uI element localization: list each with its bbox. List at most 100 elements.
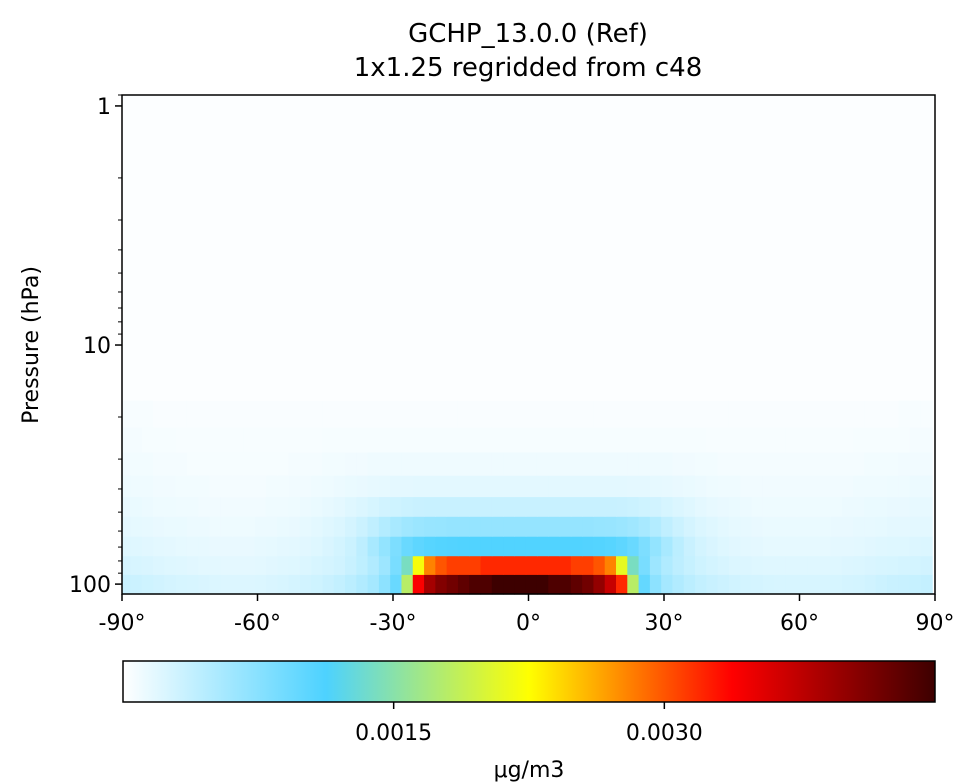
heatmap-cell — [887, 496, 899, 517]
heatmap-cell — [446, 516, 459, 537]
heatmap-cell — [536, 95, 549, 401]
heatmap-cell — [514, 95, 527, 401]
heatmap-cell — [582, 451, 595, 476]
heatmap-cell — [412, 400, 425, 428]
heatmap-cell — [785, 574, 798, 595]
heatmap-cell — [717, 574, 730, 595]
heatmap-cell — [277, 95, 290, 401]
heatmap-cell — [728, 536, 741, 557]
heatmap-cell — [198, 400, 211, 428]
heatmap-cell — [525, 536, 538, 557]
heatmap-cell — [853, 516, 866, 537]
heatmap-cell — [288, 475, 301, 498]
heatmap-cell — [853, 451, 866, 476]
heatmap-cell — [683, 426, 696, 453]
heatmap-cell — [378, 95, 391, 401]
heatmap-cell — [887, 574, 899, 595]
heatmap-cell — [367, 426, 380, 453]
heatmap-cell — [920, 516, 933, 537]
heatmap-cell — [920, 451, 933, 476]
heatmap-cell — [345, 426, 357, 453]
heatmap-cell — [209, 400, 222, 428]
heatmap-cell — [898, 496, 911, 517]
heatmap-cell — [367, 451, 380, 476]
heatmap-cell — [401, 426, 414, 453]
heatmap-cell — [243, 400, 256, 428]
heatmap-cell — [122, 555, 132, 575]
heatmap-cell — [209, 475, 222, 498]
heatmap-cell — [198, 451, 211, 476]
heatmap-cell — [480, 574, 493, 595]
chart-title: GCHP_13.0.0 (Ref) — [408, 19, 648, 49]
heatmap-cell — [898, 555, 911, 575]
heatmap-cell — [593, 516, 606, 537]
heatmap-cell — [220, 555, 233, 575]
heatmap-cell — [232, 451, 244, 476]
heatmap-cell — [638, 451, 651, 476]
heatmap-cell — [807, 95, 820, 401]
heatmap-cell — [424, 400, 436, 428]
heatmap-cell — [491, 400, 504, 428]
heatmap-cell — [909, 555, 922, 575]
heatmap-cell — [887, 516, 899, 537]
heatmap-cell — [638, 400, 651, 428]
heatmap-cell — [333, 400, 346, 428]
heatmap-cell — [130, 536, 143, 557]
heatmap-cell — [435, 516, 448, 537]
heatmap-cell — [649, 95, 662, 401]
heatmap-cell — [570, 536, 583, 557]
heatmap-cell — [604, 555, 617, 575]
heatmap-cell — [807, 536, 820, 557]
heatmap-cell — [243, 536, 256, 557]
heatmap-cell — [198, 496, 211, 517]
colorbar-ticks: 0.0015 0.0030 — [355, 702, 703, 746]
heatmap-cell — [616, 95, 628, 401]
heatmap-cell — [122, 496, 132, 517]
heatmap-cell — [186, 536, 199, 557]
heatmap-cell — [164, 516, 177, 537]
heatmap-cell — [559, 400, 572, 428]
heatmap-cell — [424, 475, 436, 498]
heatmap-cell — [841, 95, 854, 401]
heatmap-cell — [638, 555, 651, 575]
heatmap-cell — [367, 516, 380, 537]
heatmap-cell — [638, 496, 651, 517]
heatmap-cell — [762, 426, 775, 453]
heatmap-cell — [841, 400, 854, 428]
heatmap-cell — [593, 496, 606, 517]
heatmap-cell — [672, 95, 685, 401]
heatmap-cell — [728, 451, 741, 476]
heatmap-cell — [875, 536, 888, 557]
heatmap-cell — [254, 426, 267, 453]
heatmap-cell — [265, 451, 278, 476]
heatmap-cell — [627, 400, 640, 428]
heatmap-cell — [164, 95, 177, 401]
heatmap-cell — [627, 451, 640, 476]
heatmap-cell — [198, 555, 211, 575]
heatmap-cell — [728, 95, 741, 401]
heatmap-cell — [909, 574, 922, 595]
heatmap-cell — [616, 574, 628, 595]
heatmap-cell — [424, 574, 436, 595]
heatmap-cell — [130, 574, 143, 595]
heatmap-cell — [277, 574, 290, 595]
heatmap-cell — [706, 95, 719, 401]
heatmap-cell — [333, 555, 346, 575]
heatmap-cell — [141, 400, 154, 428]
heatmap-cell — [536, 516, 549, 537]
heatmap-cell — [796, 574, 809, 595]
heatmap-cell — [559, 475, 572, 498]
heatmap-cell — [717, 516, 730, 537]
heatmap-cell — [277, 496, 290, 517]
heatmap-cell — [412, 536, 425, 557]
heatmap-cell — [390, 400, 403, 428]
heatmap-cell — [649, 496, 662, 517]
heatmap-cell — [898, 95, 911, 401]
heatmap-cell — [695, 400, 707, 428]
heatmap-cell — [265, 574, 278, 595]
heatmap-cell — [299, 95, 312, 401]
heatmap-cell — [503, 555, 515, 575]
heatmap-cell — [616, 516, 628, 537]
heatmap-cell — [435, 536, 448, 557]
heatmap-cell — [232, 555, 244, 575]
